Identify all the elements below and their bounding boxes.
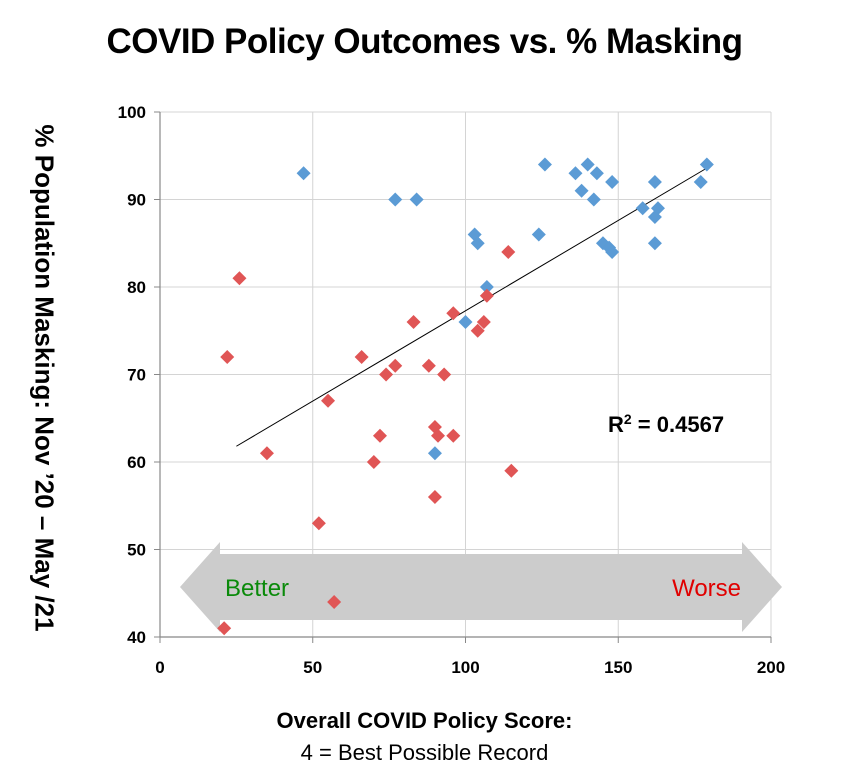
data-point-red-23 bbox=[501, 245, 516, 259]
data-point-red-11 bbox=[388, 358, 403, 373]
y-tick-label-80: 80 bbox=[127, 278, 146, 297]
direction-arrow: Better Worse bbox=[180, 542, 782, 632]
data-point-red-5 bbox=[321, 393, 336, 408]
data-point-red-12 bbox=[406, 315, 421, 329]
data-point-red-16 bbox=[431, 428, 446, 443]
x-axis-label: Overall COVID Policy Score: bbox=[276, 708, 573, 733]
chart-title: COVID Policy Outcomes vs. % Masking bbox=[106, 22, 743, 61]
double-arrow-shape bbox=[180, 542, 782, 632]
arrow-label-worse: Worse bbox=[672, 575, 741, 602]
data-point-blue-3 bbox=[427, 446, 442, 461]
data-point-blue-14 bbox=[589, 166, 604, 181]
data-point-blue-11 bbox=[574, 183, 589, 198]
data-point-red-0 bbox=[217, 621, 232, 636]
data-point-red-7 bbox=[354, 350, 369, 364]
annotation-group: R2 = 0.4567 bbox=[608, 411, 724, 437]
data-point-red-3 bbox=[259, 446, 274, 461]
x-axis-sublabel: 4 = Best Possible Record bbox=[300, 740, 549, 765]
data-point-blue-4 bbox=[458, 315, 473, 329]
y-tick-label-90: 90 bbox=[127, 191, 146, 210]
data-point-red-14 bbox=[427, 490, 442, 504]
x-tick-label-100: 100 bbox=[451, 658, 479, 677]
trendline bbox=[236, 165, 711, 447]
data-point-blue-18 bbox=[605, 175, 620, 189]
data-point-blue-7 bbox=[479, 280, 494, 294]
data-point-red-17 bbox=[437, 367, 452, 382]
x-tick-label-50: 50 bbox=[303, 658, 322, 677]
data-point-blue-24 bbox=[693, 175, 708, 189]
data-point-blue-0 bbox=[296, 166, 311, 181]
data-point-red-20 bbox=[470, 323, 485, 338]
data-point-blue-25 bbox=[699, 157, 714, 172]
tick-labels: 40 50 60 70 80 90 100 0 50 100 150 200 bbox=[118, 103, 786, 677]
data-point-red-21 bbox=[476, 315, 491, 329]
data-point-red-2 bbox=[232, 271, 247, 286]
data-point-blue-6 bbox=[470, 236, 485, 251]
x-tick-label-0: 0 bbox=[155, 658, 164, 677]
y-tick-label-50: 50 bbox=[127, 541, 146, 560]
data-point-blue-17 bbox=[605, 245, 620, 259]
data-point-blue-1 bbox=[388, 192, 403, 207]
data-point-blue-12 bbox=[580, 157, 595, 172]
arrow-label-better: Better bbox=[225, 575, 289, 602]
data-points bbox=[217, 157, 714, 636]
data-point-red-13 bbox=[421, 358, 436, 373]
data-point-red-22 bbox=[479, 288, 494, 303]
x-tick-label-150: 150 bbox=[604, 658, 632, 677]
y-tick-label-40: 40 bbox=[127, 628, 146, 647]
data-point-red-24 bbox=[504, 463, 519, 478]
data-point-red-8 bbox=[366, 455, 381, 469]
data-point-blue-8 bbox=[531, 227, 546, 242]
r-squared-annotation: R2 = 0.4567 bbox=[608, 411, 724, 437]
data-point-red-9 bbox=[372, 428, 387, 443]
data-point-blue-22 bbox=[647, 236, 662, 251]
y-tick-label-100: 100 bbox=[118, 103, 146, 122]
data-point-blue-23 bbox=[650, 201, 665, 216]
data-point-blue-2 bbox=[409, 192, 424, 207]
data-point-blue-20 bbox=[647, 175, 662, 189]
data-point-red-19 bbox=[446, 428, 461, 443]
data-point-blue-13 bbox=[586, 192, 601, 207]
data-point-blue-9 bbox=[537, 157, 552, 172]
x-tick-label-200: 200 bbox=[757, 658, 785, 677]
data-point-red-4 bbox=[311, 516, 326, 531]
data-point-red-1 bbox=[220, 350, 235, 364]
y-tick-label-70: 70 bbox=[127, 366, 146, 385]
y-tick-label-60: 60 bbox=[127, 453, 146, 472]
axes bbox=[154, 111, 772, 643]
data-point-red-18 bbox=[446, 306, 461, 321]
data-point-blue-19 bbox=[635, 201, 650, 216]
data-point-red-6 bbox=[327, 595, 342, 609]
trendline-group bbox=[236, 165, 711, 447]
data-point-red-10 bbox=[379, 367, 394, 382]
data-point-blue-10 bbox=[568, 166, 583, 181]
grid-lines bbox=[160, 111, 772, 637]
